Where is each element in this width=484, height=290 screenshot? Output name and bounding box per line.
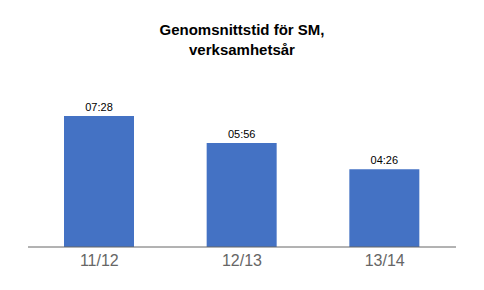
html-text:verksamhetsår: verksamhetsår [189,41,295,58]
svg-text:11/12: 11/12 [80,252,119,269]
svg-text:07:28: 07:28 [85,101,113,113]
svg-text:04:26: 04:26 [371,154,399,166]
html-text:Genomsnittstid för SM,: Genomsnittstid för SM, [159,21,325,38]
svg-text:05:56: 05:56 [228,128,256,140]
svg-text:13/14: 13/14 [365,252,405,269]
svg-text:12/13: 12/13 [222,252,262,269]
